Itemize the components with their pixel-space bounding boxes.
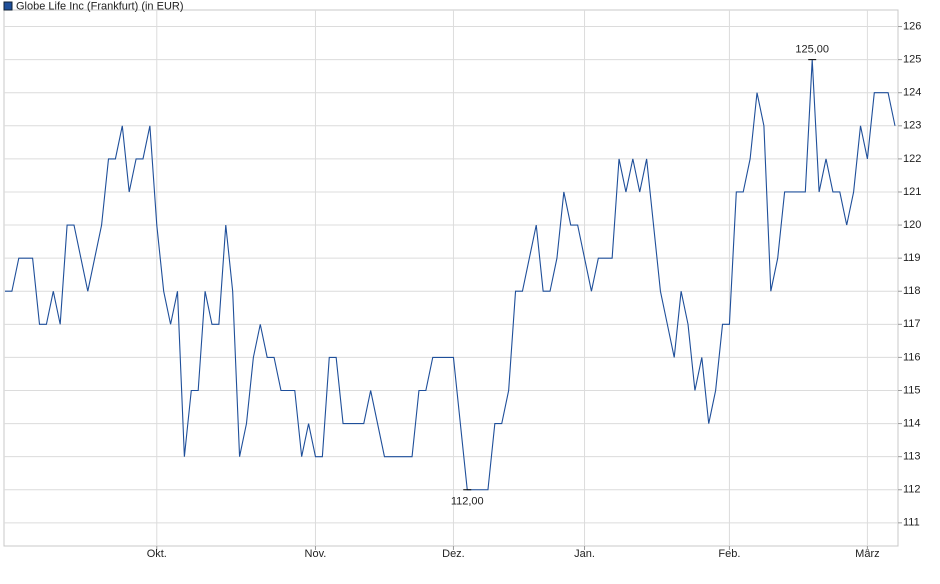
x-tick-label: März [855, 548, 879, 560]
y-tick-label: 123 [903, 120, 921, 132]
x-tick-label: Dez. [442, 548, 465, 560]
min-label: 112,00 [451, 496, 484, 508]
x-tick-label: Jan. [574, 548, 595, 560]
y-tick-label: 116 [903, 351, 921, 363]
y-tick-label: 111 [903, 517, 920, 529]
y-tick-label: 120 [903, 219, 921, 231]
x-tick-label: Okt. [147, 548, 167, 560]
price-line [5, 59, 896, 491]
y-tick-label: 112 [903, 484, 921, 496]
y-tick-label: 114 [903, 417, 921, 429]
max-label: 125,00 [795, 44, 829, 56]
legend-label: Globe Life Inc (Frankfurt) (in EUR) [16, 0, 184, 12]
y-tick-label: 118 [903, 285, 921, 297]
y-tick-label: 115 [903, 384, 921, 396]
y-tick-label: 126 [903, 20, 921, 32]
y-tick-label: 125 [903, 54, 921, 66]
plot-border [3, 9, 899, 547]
y-tick-label: 121 [903, 186, 921, 198]
y-tick-label: 124 [903, 87, 921, 99]
legend-swatch [3, 1, 13, 11]
y-tick-label: 122 [903, 153, 921, 165]
x-tick-label: Nov. [305, 548, 327, 560]
x-tick-label: Feb. [718, 548, 740, 560]
y-tick-label: 117 [903, 318, 921, 330]
y-tick-label: 119 [903, 252, 921, 264]
y-tick-label: 113 [903, 451, 921, 463]
